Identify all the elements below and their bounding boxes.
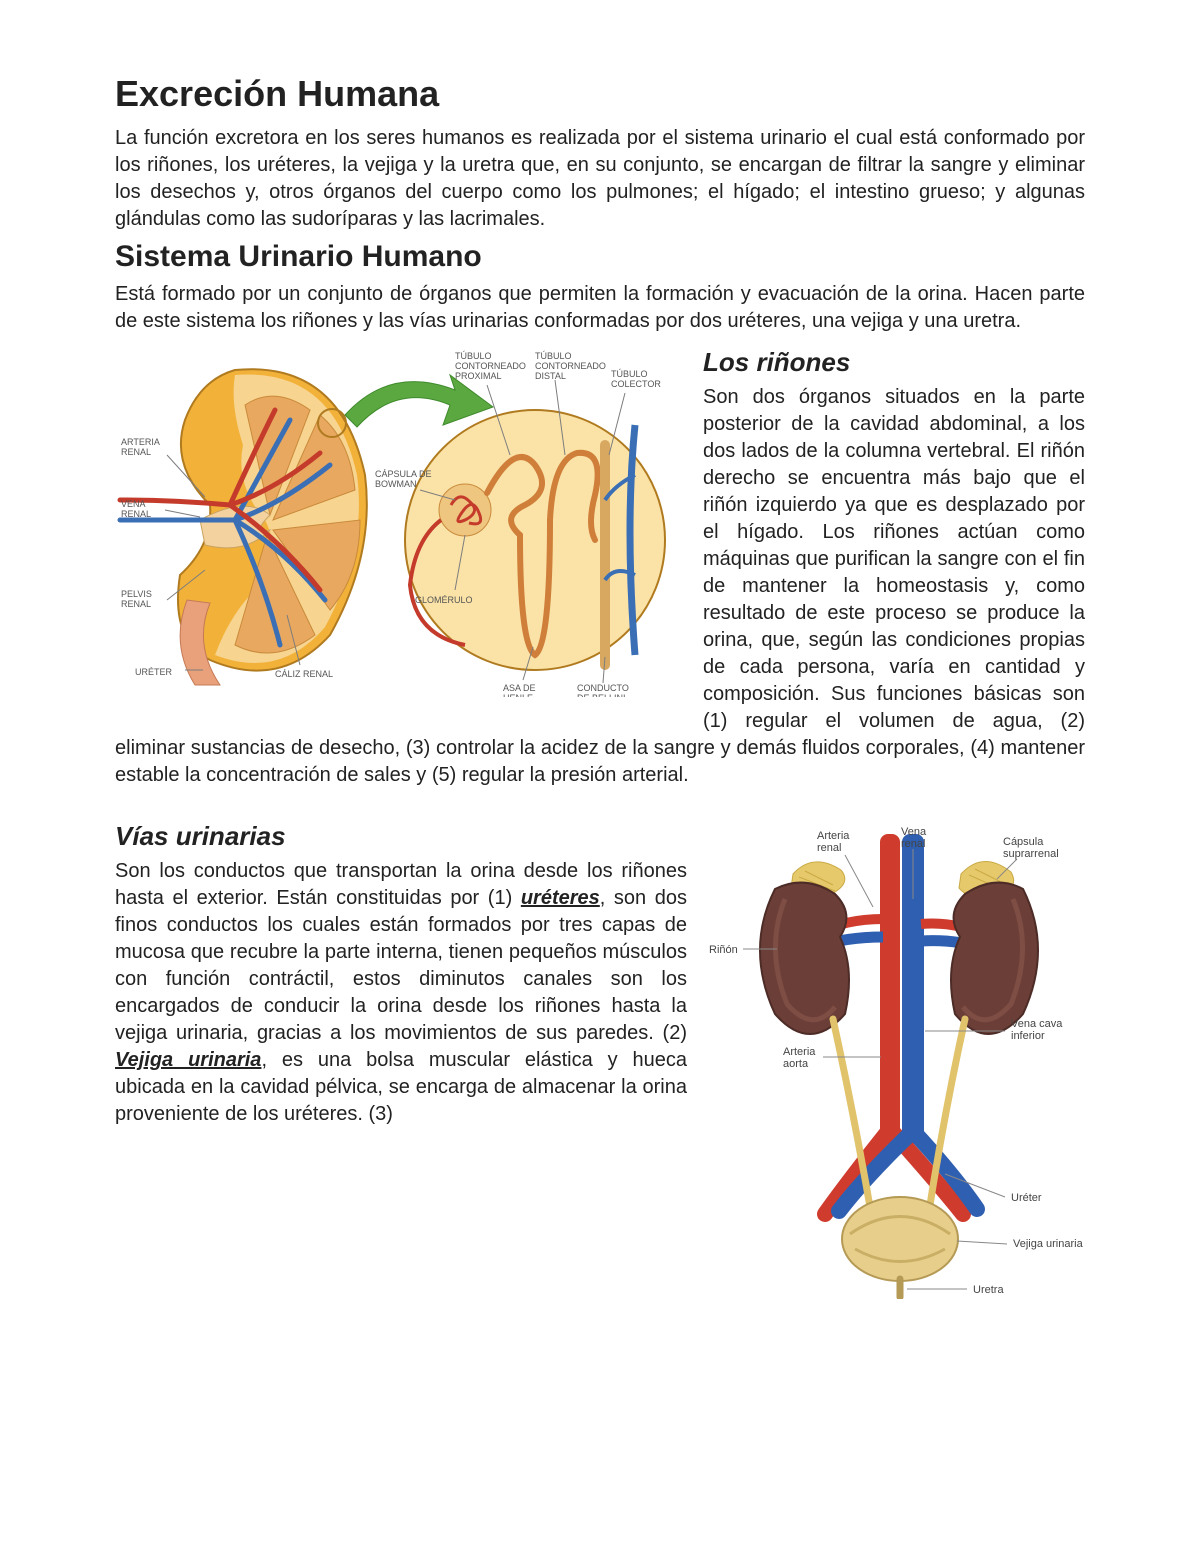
urinary-diagram: Riñón Arteriarenal Venarenal Cápsulasupr… [705, 819, 1085, 1306]
vias-block: Riñón Arteriarenal Venarenal Cápsulasupr… [115, 819, 1085, 1312]
label-ureter: URÉTER [135, 667, 173, 677]
vejiga-label: Vejiga urinaria [115, 1049, 261, 1071]
ureteres-label: uréteres [521, 887, 600, 909]
kidney-block: ARTERIARENAL VENARENAL PELVISRENAL URÉTE… [115, 345, 1085, 791]
label-rinon: Riñón [709, 944, 738, 956]
label-tubulo-colector: TÚBULOCOLECTOR [611, 369, 661, 389]
kidney-diagram: ARTERIARENAL VENARENAL PELVISRENAL URÉTE… [115, 345, 685, 704]
label-uretra: Uretra [973, 1284, 1004, 1296]
label-glomerulo: GLOMÉRULO [415, 595, 473, 605]
label-asa-henle: ASA DEHENLE [503, 683, 536, 697]
label-capsula-suprarrenal: Cápsulasuprarrenal [1003, 836, 1059, 860]
label-pelvis-renal: PELVISRENAL [121, 589, 152, 609]
page-title: Excreción Humana [115, 70, 1085, 119]
label-arteria-renal-2: Arteriarenal [817, 830, 850, 854]
ureteres-text: , son dos finos conductos los cuales est… [115, 887, 687, 1044]
label-vena-renal-2: Venarenal [901, 826, 927, 850]
section-urinary-title: Sistema Urinario Humano [115, 237, 1085, 278]
label-arteria-aorta: Arteriaaorta [783, 1046, 816, 1070]
section-urinary-intro: Está formado por un conjunto de órganos … [115, 281, 1085, 335]
label-vena-cava-inferior: Vena cavainferior [1011, 1018, 1063, 1042]
label-tubulo-distal: TÚBULOCONTORNEADODISTAL [535, 351, 606, 381]
label-caliz-renal: CÁLIZ RENAL [275, 669, 333, 679]
label-conducto-bellini: CONDUCTODE BELLINI [577, 683, 629, 697]
label-arteria-renal: ARTERIARENAL [121, 437, 160, 457]
label-ureter-2: Uréter [1011, 1192, 1042, 1204]
label-tubulo-proximal: TÚBULOCONTORNEADOPROXIMAL [455, 351, 526, 381]
label-vejiga: Vejiga urinaria [1013, 1238, 1084, 1250]
intro-paragraph: La función excretora en los seres humano… [115, 125, 1085, 233]
